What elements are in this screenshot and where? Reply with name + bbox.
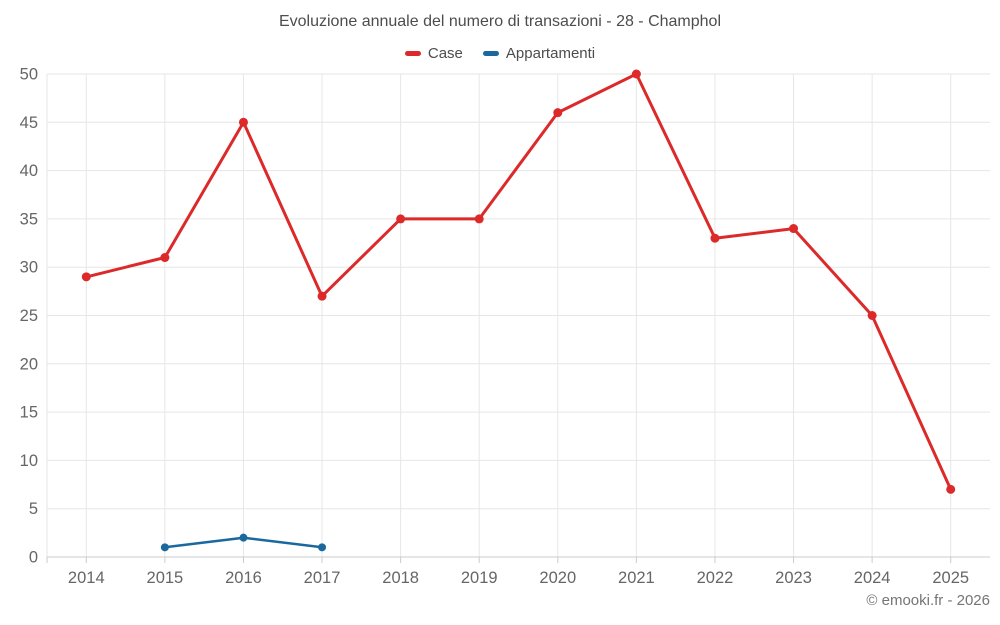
legend-item-case[interactable]: Case <box>404 45 463 62</box>
y-tick-label: 20 <box>20 355 38 373</box>
x-tick-label: 2024 <box>854 569 891 587</box>
data-point-case-2016[interactable] <box>238 117 248 127</box>
data-point-case-2014[interactable] <box>81 272 91 282</box>
x-tick-label: 2015 <box>147 569 184 587</box>
copyright-attribution: © emooki.fr - 2026 <box>866 592 990 609</box>
y-tick-label: 5 <box>29 500 38 518</box>
y-tick-label: 25 <box>20 307 38 325</box>
series-line-case <box>85 72 953 491</box>
data-point-appartamenti-2017[interactable] <box>318 543 327 552</box>
y-tick-label: 40 <box>20 162 38 180</box>
x-tick-label: 2025 <box>932 569 969 587</box>
data-point-case-2021[interactable] <box>631 69 641 79</box>
x-tick-label: 2017 <box>304 569 341 587</box>
chart-legend: Case Appartamenti <box>0 45 1000 62</box>
y-tick-label: 30 <box>20 259 38 277</box>
x-tick-label: 2014 <box>68 569 105 587</box>
chart-title: Evoluzione annuale del numero di transaz… <box>278 13 722 30</box>
y-tick-label: 0 <box>29 549 38 567</box>
x-tick-label: 2020 <box>539 569 576 587</box>
x-tick-label: 2022 <box>697 569 734 587</box>
legend-swatch-case-icon <box>404 51 421 56</box>
legend-swatch-appartamenti-icon <box>482 51 499 56</box>
legend-label-appartamenti: Appartamenti <box>505 45 596 62</box>
data-point-appartamenti-2015[interactable] <box>160 543 169 552</box>
legend-item-appartamenti[interactable]: Appartamenti <box>482 45 596 62</box>
data-point-case-2025[interactable] <box>946 484 956 494</box>
y-tick-label: 50 <box>20 66 38 84</box>
data-point-case-2018[interactable] <box>396 214 406 224</box>
y-tick-label: 35 <box>20 210 38 228</box>
x-tick-label: 2023 <box>775 569 812 587</box>
data-point-case-2022[interactable] <box>710 233 720 243</box>
data-point-case-2019[interactable] <box>474 214 484 224</box>
x-tick-label: 2018 <box>382 569 419 587</box>
data-point-case-2017[interactable] <box>317 291 327 301</box>
data-point-case-2023[interactable] <box>789 224 799 234</box>
x-tick-label: 2019 <box>461 569 498 587</box>
data-point-case-2015[interactable] <box>160 253 170 263</box>
data-point-appartamenti-2016[interactable] <box>239 533 248 542</box>
data-point-case-2024[interactable] <box>867 311 877 320</box>
x-tick-label: 2021 <box>618 569 655 587</box>
data-point-case-2020[interactable] <box>553 108 563 118</box>
y-tick-label: 10 <box>20 452 38 470</box>
y-tick-label: 45 <box>20 114 38 132</box>
y-tick-label: 15 <box>20 404 38 422</box>
legend-label-case: Case <box>427 45 463 62</box>
x-tick-label: 2016 <box>225 569 262 587</box>
